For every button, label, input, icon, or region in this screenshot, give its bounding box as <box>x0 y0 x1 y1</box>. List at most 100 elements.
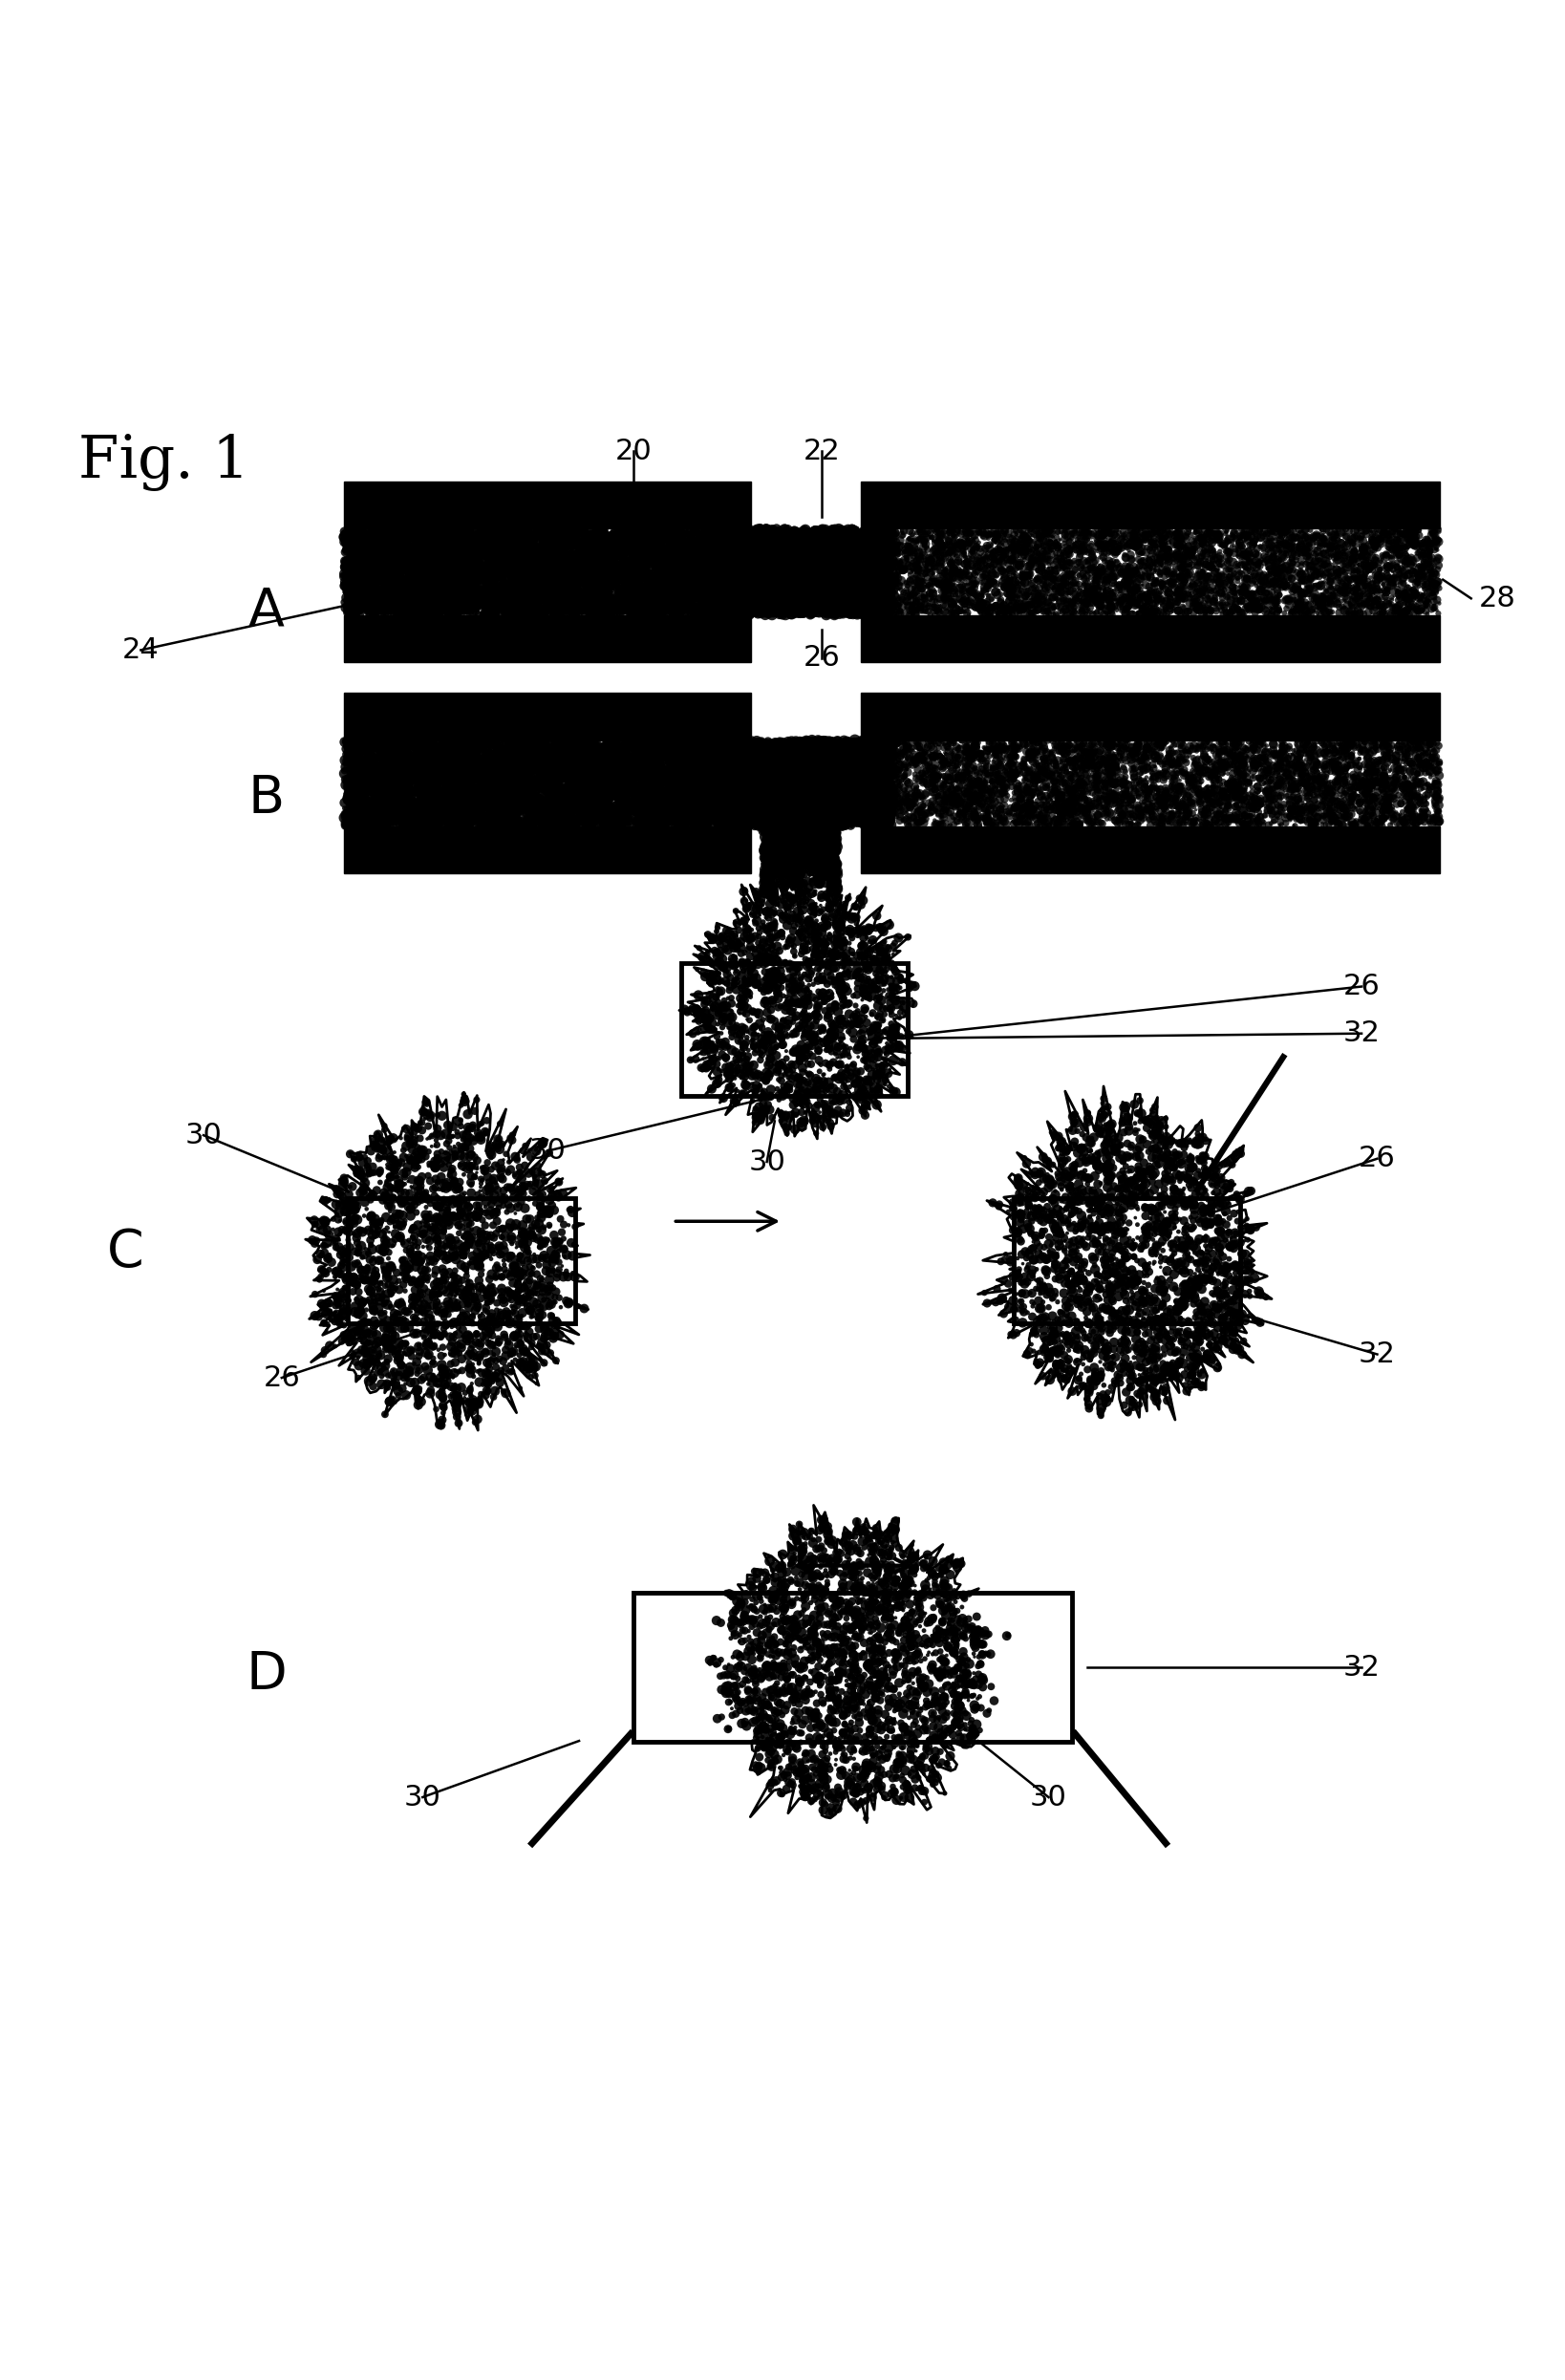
Point <box>1099 545 1124 583</box>
Point <box>1225 1133 1250 1171</box>
Point <box>1394 519 1419 557</box>
Point <box>1347 519 1373 557</box>
Point <box>986 571 1011 609</box>
Point <box>869 1630 894 1668</box>
Point <box>851 545 876 583</box>
Point <box>1377 526 1402 564</box>
Point <box>732 728 757 766</box>
Point <box>1158 1261 1183 1299</box>
Point <box>357 1302 382 1340</box>
Point <box>725 781 750 819</box>
Point <box>731 757 756 795</box>
Point <box>1279 571 1304 609</box>
Point <box>1324 524 1349 562</box>
Point <box>1205 569 1230 607</box>
Point <box>831 543 856 581</box>
Point <box>773 909 798 947</box>
Point <box>709 940 734 978</box>
Point <box>823 854 848 892</box>
Point <box>911 764 936 802</box>
Point <box>1131 769 1157 807</box>
Point <box>765 757 790 795</box>
Point <box>790 890 815 928</box>
Point <box>792 800 817 838</box>
Point <box>931 1552 956 1590</box>
Point <box>1163 1135 1188 1173</box>
Point <box>664 771 689 809</box>
Point <box>662 564 687 602</box>
Point <box>778 776 803 814</box>
Point <box>660 521 685 559</box>
Point <box>781 790 806 828</box>
Point <box>1213 528 1238 566</box>
Point <box>1036 757 1061 795</box>
Point <box>756 566 781 605</box>
Point <box>495 807 520 845</box>
Point <box>1085 533 1110 571</box>
Point <box>717 509 742 547</box>
Point <box>1272 533 1297 571</box>
Point <box>1006 1259 1031 1297</box>
Point <box>1194 804 1219 843</box>
Point <box>731 912 756 950</box>
Point <box>945 1545 970 1583</box>
Point <box>346 724 371 762</box>
Point <box>429 795 454 833</box>
Point <box>496 1323 521 1361</box>
Point <box>797 1547 822 1585</box>
Point <box>576 559 601 597</box>
Point <box>757 971 782 1009</box>
Point <box>480 550 505 588</box>
Point <box>455 590 480 628</box>
Point <box>748 733 773 771</box>
Point <box>451 1297 476 1335</box>
Point <box>751 923 776 962</box>
Point <box>801 724 826 762</box>
Point <box>953 790 978 828</box>
Point <box>967 1645 992 1683</box>
Point <box>346 1138 371 1176</box>
Point <box>986 524 1011 562</box>
Point <box>715 538 740 576</box>
Point <box>762 550 787 588</box>
Point <box>862 1547 887 1585</box>
Point <box>1086 509 1111 547</box>
Point <box>1182 590 1207 628</box>
Point <box>1241 788 1266 826</box>
Point <box>872 933 897 971</box>
Point <box>1157 800 1182 838</box>
Point <box>842 764 867 802</box>
Point <box>772 793 797 831</box>
Point <box>606 562 631 600</box>
Point <box>402 1107 427 1145</box>
Point <box>803 916 828 954</box>
Point <box>369 757 394 795</box>
Point <box>505 562 531 600</box>
Point <box>1152 788 1177 826</box>
Point <box>834 754 859 793</box>
Point <box>775 928 800 966</box>
Point <box>1405 754 1430 793</box>
Point <box>374 1364 399 1402</box>
Point <box>950 555 975 593</box>
Point <box>449 519 474 557</box>
Point <box>926 1683 952 1721</box>
Point <box>531 564 556 602</box>
Point <box>1196 512 1221 550</box>
Point <box>557 559 582 597</box>
Point <box>795 585 820 624</box>
Point <box>488 538 513 576</box>
Point <box>545 735 570 773</box>
Point <box>365 1304 390 1342</box>
Point <box>482 747 507 785</box>
Point <box>723 526 748 564</box>
Point <box>516 795 541 833</box>
Point <box>869 514 894 552</box>
Point <box>711 521 736 559</box>
Point <box>864 545 889 583</box>
Point <box>803 724 828 762</box>
Point <box>396 555 421 593</box>
Point <box>685 550 711 588</box>
Point <box>548 590 573 628</box>
Point <box>803 745 828 783</box>
